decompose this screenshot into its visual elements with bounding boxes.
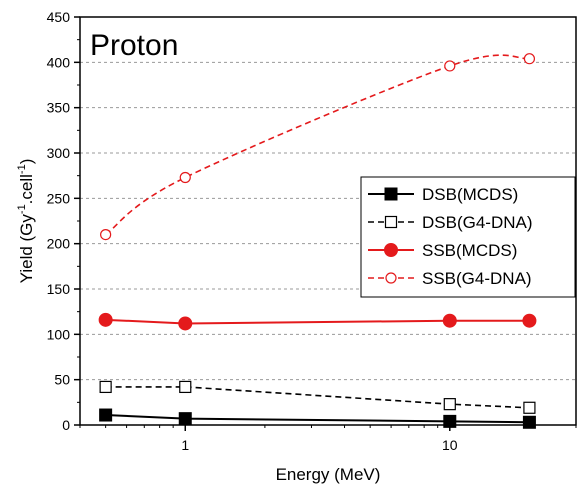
x-axis-label: Energy (MeV): [276, 465, 381, 484]
y-tick-label: 50: [54, 372, 70, 388]
y-tick-label: 400: [47, 54, 71, 70]
data-point: [442, 313, 457, 328]
axes: 0 50 100 150 200 250 300 350 400 450 1 10: [47, 9, 577, 453]
legend-entry: DSB(MCDS): [368, 185, 518, 204]
data-point: [178, 412, 192, 426]
legend-label: DSB(MCDS): [422, 185, 518, 204]
series-ssb-g4-dna: [100, 53, 536, 241]
legend-marker: [385, 272, 397, 284]
legend-label: SSB(G4-DNA): [422, 269, 532, 288]
data-point: [100, 229, 112, 241]
x-tick-label: 1: [181, 437, 189, 453]
legend-entry: SSB(G4-DNA): [368, 269, 532, 288]
series-line: [105, 318, 530, 325]
data-point: [99, 408, 113, 422]
series-line: [105, 386, 530, 409]
y-tick-label: 150: [47, 281, 71, 297]
grid-lines: [80, 61, 576, 381]
legend: DSB(MCDS) DSB(G4-DNA) SSB(MCDS) SSB(G4-DNA): [360, 176, 576, 298]
series-ssb-mcds: [98, 312, 537, 331]
series-line: [105, 414, 530, 424]
legend-marker: [384, 215, 398, 229]
data-point: [443, 398, 456, 411]
series-dsb-g4-dna: [99, 380, 536, 414]
legend-entry: SSB(MCDS): [368, 241, 517, 260]
data-point: [99, 380, 112, 394]
y-tick-label: 300: [47, 145, 71, 161]
series-line: [105, 54, 530, 236]
data-point: [523, 401, 536, 414]
legend-label: SSB(MCDS): [422, 241, 517, 260]
data-point: [523, 53, 536, 65]
data-point: [178, 316, 193, 331]
y-tick-label: 100: [47, 326, 71, 342]
legend-marker: [384, 187, 398, 201]
y-axis-label: Yield (Gy-1.cell-1): [16, 159, 36, 284]
chart-title: Proton: [90, 29, 178, 62]
y-tick-label: 450: [47, 9, 71, 25]
data-point: [179, 380, 192, 394]
data-point: [444, 60, 456, 72]
data-point: [98, 312, 113, 327]
y-tick-label: 0: [62, 417, 70, 433]
y-tick-label: 200: [47, 236, 71, 252]
legend-entry: DSB(G4-DNA): [368, 213, 533, 232]
legend-label: DSB(G4-DNA): [422, 213, 533, 232]
legend-marker: [384, 243, 398, 257]
data-point: [179, 171, 191, 184]
x-tick-label: 10: [442, 437, 458, 453]
y-tick-label: 350: [47, 100, 71, 116]
y-tick-label: 250: [47, 190, 71, 206]
data-point: [522, 313, 537, 328]
